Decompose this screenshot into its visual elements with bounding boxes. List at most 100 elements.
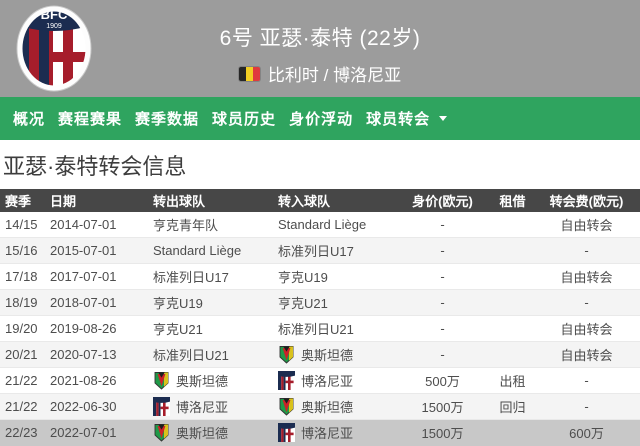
- tab-player-history[interactable]: 球员历史: [212, 104, 276, 133]
- table-row[interactable]: 20/21 2020-07-13 标准列日U21 奥斯坦德 - 自由转会: [0, 342, 640, 368]
- loan-cell: [485, 212, 540, 237]
- market-value-cell: -: [440, 321, 445, 336]
- from-team-cell[interactable]: 亨克U19: [153, 290, 278, 315]
- date-cell: 2020-07-13: [50, 347, 117, 362]
- season-cell: 19/20: [5, 321, 38, 336]
- from-team-cell[interactable]: 标准列日U17: [153, 264, 278, 289]
- from-team-cell[interactable]: 亨克U21: [153, 316, 278, 341]
- loan-cell: [485, 316, 540, 341]
- team-name: 奥斯坦德: [176, 374, 229, 389]
- from-team-cell[interactable]: 标准列日U21: [153, 342, 278, 367]
- loan-cell: 出租: [499, 374, 526, 389]
- column-header: 转入球队: [278, 194, 331, 209]
- tab-fixtures[interactable]: 赛程赛果: [58, 104, 122, 133]
- to-team-cell[interactable]: 奥斯坦德: [278, 394, 400, 419]
- team-name: 亨克U21: [153, 322, 203, 337]
- tab-overview[interactable]: 概况: [13, 104, 45, 133]
- table-row[interactable]: 21/22 2022-06-30 博洛尼亚 奥斯坦德 1500万 回归 -: [0, 394, 640, 420]
- to-team-cell[interactable]: 亨克U21: [278, 290, 400, 315]
- tab-label: 赛季数据: [135, 111, 200, 128]
- market-value-cell: 1500万: [421, 426, 464, 441]
- team-name: 博洛尼亚: [176, 400, 229, 415]
- from-team-cell[interactable]: 奥斯坦德: [153, 368, 278, 393]
- transfer-table: 赛季 日期 转出球队 转入球队 身价(欧元) 租借 转会费(欧元) 14/15 2014-0…: [0, 189, 640, 446]
- table-row[interactable]: 15/16 2015-07-01 Standard Liège 标准列日U17 …: [0, 238, 640, 264]
- chevron-down-icon: [439, 116, 448, 121]
- table-row[interactable]: 22/23 2022-07-01 奥斯坦德 博洛尼亚 1500万 600万: [0, 420, 640, 446]
- fee-cell: -: [584, 373, 589, 388]
- fee-cell: -: [584, 295, 589, 310]
- team-name: Standard Liège: [278, 217, 367, 232]
- fee-cell: 自由转会: [560, 270, 613, 285]
- team-name: 标准列日U21: [153, 348, 229, 363]
- market-value-cell: -: [440, 269, 445, 284]
- from-team-cell[interactable]: 奥斯坦德: [153, 420, 278, 445]
- fee-cell: 自由转会: [560, 322, 613, 337]
- season-cell: 18/19: [5, 295, 38, 310]
- to-team-cell[interactable]: 博洛尼亚: [278, 368, 400, 393]
- team-name: 博洛尼亚: [301, 374, 354, 389]
- bologna-logo-icon: [153, 397, 170, 416]
- team-name: Standard Liège: [153, 243, 242, 258]
- oostende-logo-icon: [154, 424, 169, 442]
- table-row[interactable]: 17/18 2017-07-01 标准列日U17 亨克U19 - 自由转会: [0, 264, 640, 290]
- from-team-cell[interactable]: 博洛尼亚: [153, 394, 278, 419]
- tab-transfers[interactable]: 球员转会: [366, 104, 448, 133]
- bologna-logo-icon: [278, 371, 295, 390]
- date-cell: 2019-08-26: [50, 321, 117, 336]
- table-row[interactable]: 19/20 2019-08-26 亨克U21 标准列日U21 - 自由转会: [0, 316, 640, 342]
- team-name: 标准列日U21: [278, 322, 354, 337]
- tab-label: 赛程赛果: [58, 111, 123, 128]
- to-team-cell[interactable]: 标准列日U21: [278, 316, 400, 341]
- team-name: 标准列日U17: [153, 270, 229, 285]
- to-team-cell[interactable]: 亨克U19: [278, 264, 400, 289]
- fee-cell: 自由转会: [560, 348, 613, 363]
- market-value-cell: -: [440, 295, 445, 310]
- belgium-flag-icon: [238, 66, 260, 81]
- from-team-cell[interactable]: 亨克青年队: [153, 212, 278, 237]
- bologna-crest-icon: BFC 1909: [16, 5, 92, 92]
- season-cell: 15/16: [5, 243, 38, 258]
- nav-tabs: 概况 赛程赛果 赛季数据 球员历史 身价浮动 球员转会: [0, 97, 640, 140]
- team-name: 亨克U21: [278, 296, 328, 311]
- market-value-cell: -: [440, 217, 445, 232]
- player-nationality-club: 比利时 / 博洛尼亚: [267, 66, 402, 85]
- tab-season-stats[interactable]: 赛季数据: [135, 104, 199, 133]
- season-cell: 17/18: [5, 269, 38, 284]
- column-header: 身价(欧元): [412, 194, 473, 209]
- to-team-cell[interactable]: 奥斯坦德: [278, 342, 400, 367]
- loan-cell: 回归: [499, 400, 526, 415]
- season-cell: 21/22: [5, 373, 38, 388]
- loan-cell: [485, 238, 540, 263]
- tab-market-value[interactable]: 身价浮动: [289, 104, 353, 133]
- market-value-cell: 1500万: [421, 400, 464, 415]
- table-row[interactable]: 14/15 2014-07-01 亨克青年队 Standard Liège - …: [0, 212, 640, 238]
- crest-abbr: BFC: [41, 7, 68, 22]
- column-header: 转会费(欧元): [549, 194, 624, 209]
- tab-label: 球员历史: [212, 111, 277, 128]
- crest-year: 1909: [46, 23, 62, 30]
- loan-cell: [485, 420, 540, 445]
- table-row[interactable]: 21/22 2021-08-26 奥斯坦德 博洛尼亚 500万 出租 -: [0, 368, 640, 394]
- date-cell: 2021-08-26: [50, 373, 117, 388]
- to-team-cell[interactable]: 标准列日U17: [278, 238, 400, 263]
- loan-cell: [485, 290, 540, 315]
- season-cell: 21/22: [5, 399, 38, 414]
- oostende-logo-icon: [279, 398, 294, 416]
- season-cell: 20/21: [5, 347, 38, 362]
- column-header: 转出球队: [153, 194, 206, 209]
- from-team-cell[interactable]: Standard Liège: [153, 238, 278, 263]
- date-cell: 2018-07-01: [50, 295, 117, 310]
- to-team-cell[interactable]: Standard Liège: [278, 212, 400, 237]
- team-name: 博洛尼亚: [301, 426, 354, 441]
- transfer-section: 亚瑟·泰特转会信息 赛季 日期 转出球队 转入球队 身价(欧元) 租借 转会费(欧元) 14…: [0, 149, 640, 446]
- team-name: 亨克U19: [278, 270, 328, 285]
- date-cell: 2015-07-01: [50, 243, 117, 258]
- tab-label: 球员转会: [366, 111, 431, 128]
- team-name: 奥斯坦德: [176, 426, 229, 441]
- table-row[interactable]: 18/19 2018-07-01 亨克U19 亨克U21 - -: [0, 290, 640, 316]
- table-body: 14/15 2014-07-01 亨克青年队 Standard Liège - …: [0, 212, 640, 446]
- to-team-cell[interactable]: 博洛尼亚: [278, 420, 400, 445]
- fee-cell: -: [584, 243, 589, 258]
- season-cell: 14/15: [5, 217, 38, 232]
